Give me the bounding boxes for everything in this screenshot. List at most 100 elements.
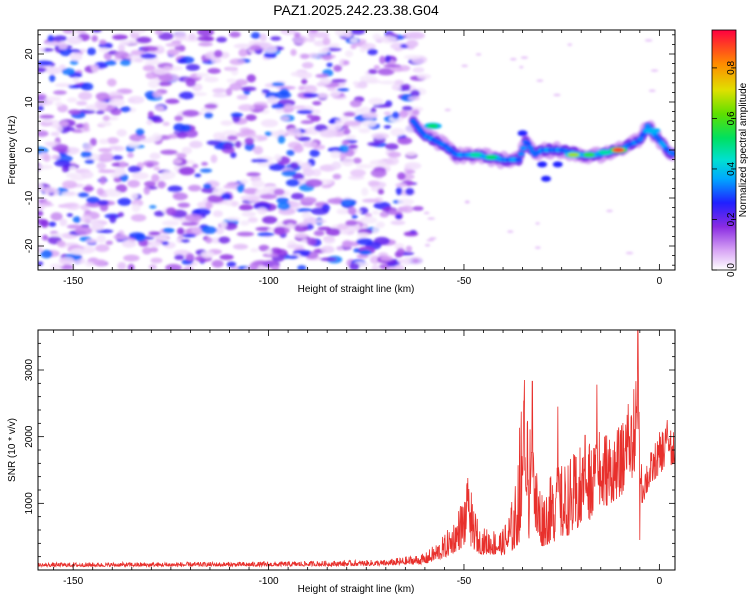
noise-blob <box>400 83 411 90</box>
noise-blob <box>352 81 360 86</box>
noise-blob <box>176 227 185 235</box>
noise-blob <box>128 232 145 239</box>
noise-blob <box>298 85 305 91</box>
noise-blob <box>320 257 337 262</box>
noise-blob <box>58 42 68 50</box>
noise-blob <box>79 48 87 53</box>
noise-blob <box>313 230 325 237</box>
noise-blob <box>349 262 360 270</box>
noise-blob <box>69 248 87 255</box>
noise-blob <box>399 110 409 119</box>
noise-blob <box>51 154 61 160</box>
signal-core <box>669 151 675 157</box>
noise-blob <box>98 47 109 52</box>
noise-blob <box>99 39 107 45</box>
x-tick-label: -150 <box>63 576 83 587</box>
noise-blob <box>326 62 333 68</box>
noise-blob <box>200 250 215 259</box>
noise-blob <box>154 210 165 217</box>
noise-blob <box>143 180 156 187</box>
noise-blob <box>131 172 149 180</box>
noise-blob <box>38 203 46 211</box>
noise-blob <box>165 98 180 104</box>
signal-spur <box>537 161 548 168</box>
signal-peak <box>598 150 611 155</box>
noise-speck <box>553 93 561 97</box>
noise-blob <box>66 97 78 103</box>
noise-blob <box>238 48 248 57</box>
noise-blob <box>368 97 384 105</box>
noise-blob <box>327 198 345 205</box>
noise-blob <box>404 162 422 170</box>
noise-blob <box>80 215 93 224</box>
top-y-ticks: -20 -10 0 10 20 <box>24 34 675 266</box>
noise-blob <box>250 32 261 40</box>
signal-peak <box>485 155 498 160</box>
noise-blob <box>44 141 60 146</box>
noise-blob <box>356 254 369 259</box>
noise-blob <box>408 32 425 40</box>
noise-blob <box>189 140 203 149</box>
noise-blob <box>185 63 200 71</box>
noise-blob <box>62 180 78 189</box>
noise-blob <box>130 214 147 222</box>
noise-blob <box>99 203 109 212</box>
top-x-ticks: -150 -100 -50 0 <box>53 30 663 287</box>
noise-blob <box>129 30 147 34</box>
noise-blob <box>282 219 298 226</box>
noise-blob <box>86 196 100 204</box>
noise-blob <box>172 159 183 164</box>
noise-blob <box>80 82 94 91</box>
noise-blob <box>53 35 68 42</box>
noise-blob <box>367 48 378 56</box>
noise-blob <box>341 140 350 146</box>
noise-blob <box>336 208 349 215</box>
noise-blob <box>358 127 371 134</box>
noise-blob <box>75 30 87 34</box>
noise-blob <box>96 187 104 196</box>
noise-blob <box>90 64 100 70</box>
noise-blob <box>294 224 308 233</box>
noise-blob <box>110 108 122 116</box>
noise-blob <box>236 94 249 100</box>
noise-blob <box>321 184 332 189</box>
noise-blob <box>38 146 49 155</box>
noise-blob <box>192 163 199 169</box>
noise-blob <box>306 237 317 246</box>
noise-blob <box>65 127 75 132</box>
noise-blob <box>304 85 318 94</box>
noise-blob <box>117 44 126 53</box>
noise-blob <box>78 91 93 101</box>
noise-blob <box>373 201 391 210</box>
noise-blob <box>332 173 342 180</box>
noise-blob <box>158 74 174 82</box>
noise-blob <box>106 190 122 198</box>
noise-blob <box>185 253 195 262</box>
noise-blob <box>70 52 83 61</box>
noise-blob <box>205 200 213 210</box>
noise-blob <box>80 151 93 158</box>
noise-blob <box>357 83 368 88</box>
noise-blob <box>161 170 176 180</box>
noise-blob <box>362 198 381 203</box>
noise-blob <box>246 172 261 177</box>
noise-blob <box>140 53 157 59</box>
noise-blob <box>82 186 95 191</box>
signal-core <box>637 136 645 142</box>
y-tick-label: 20 <box>24 48 35 60</box>
noise-blob <box>226 261 237 268</box>
noise-blob <box>115 184 128 193</box>
noise-blob <box>236 231 255 237</box>
noise-blob <box>244 142 255 151</box>
noise-blob <box>123 254 140 262</box>
colorbar-ticks: 0.0 0.2 0.4 0.6 0.8 <box>712 61 737 277</box>
noise-blob <box>38 66 47 73</box>
noise-blob <box>372 210 380 215</box>
noise-blob <box>240 86 257 92</box>
noise-blob <box>350 43 357 50</box>
noise-blob <box>77 192 89 198</box>
noise-blob <box>55 101 64 107</box>
noise-blob <box>66 36 83 45</box>
noise-blob <box>395 182 408 188</box>
colorbar-tick-label: 0.4 <box>726 162 737 176</box>
